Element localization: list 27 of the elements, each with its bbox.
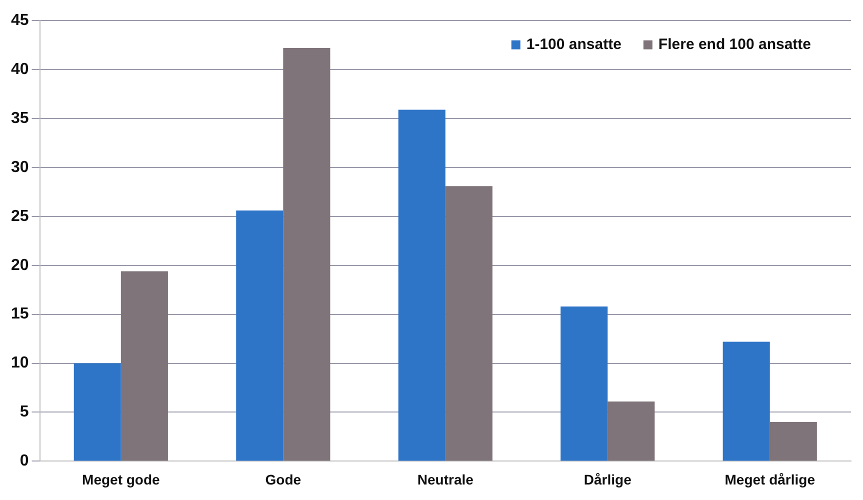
y-tick-label: 15 [11,306,29,323]
y-tick-label: 20 [11,256,29,274]
bar [236,210,284,461]
bar [398,110,446,461]
bar [445,186,492,461]
y-tick-label: 45 [11,12,29,30]
bar [722,342,770,461]
legend-label: 1-100 ansatte [526,36,622,53]
x-tick-label: Dårlige [584,471,632,488]
x-tick-label: Meget gode [82,471,160,488]
y-tick-label: 5 [20,404,29,421]
y-tick-label: 25 [11,208,29,225]
y-tick-label: 35 [11,110,29,127]
y-tick-label: 10 [11,354,29,372]
legend-label: Flere end 100 ansatte [658,36,812,53]
bar [770,422,817,461]
x-tick-label: Neutrale [417,471,474,488]
bar [283,48,330,461]
bar [608,401,655,461]
bar [74,363,121,461]
y-tick-label: 30 [11,158,29,176]
x-tick-label: Gode [265,471,302,488]
y-tick-label: 40 [11,60,29,78]
y-tick-label: 0 [20,452,29,470]
bar [560,306,608,461]
bar [120,271,168,461]
x-tick-label: Meget dårlige [724,471,816,488]
